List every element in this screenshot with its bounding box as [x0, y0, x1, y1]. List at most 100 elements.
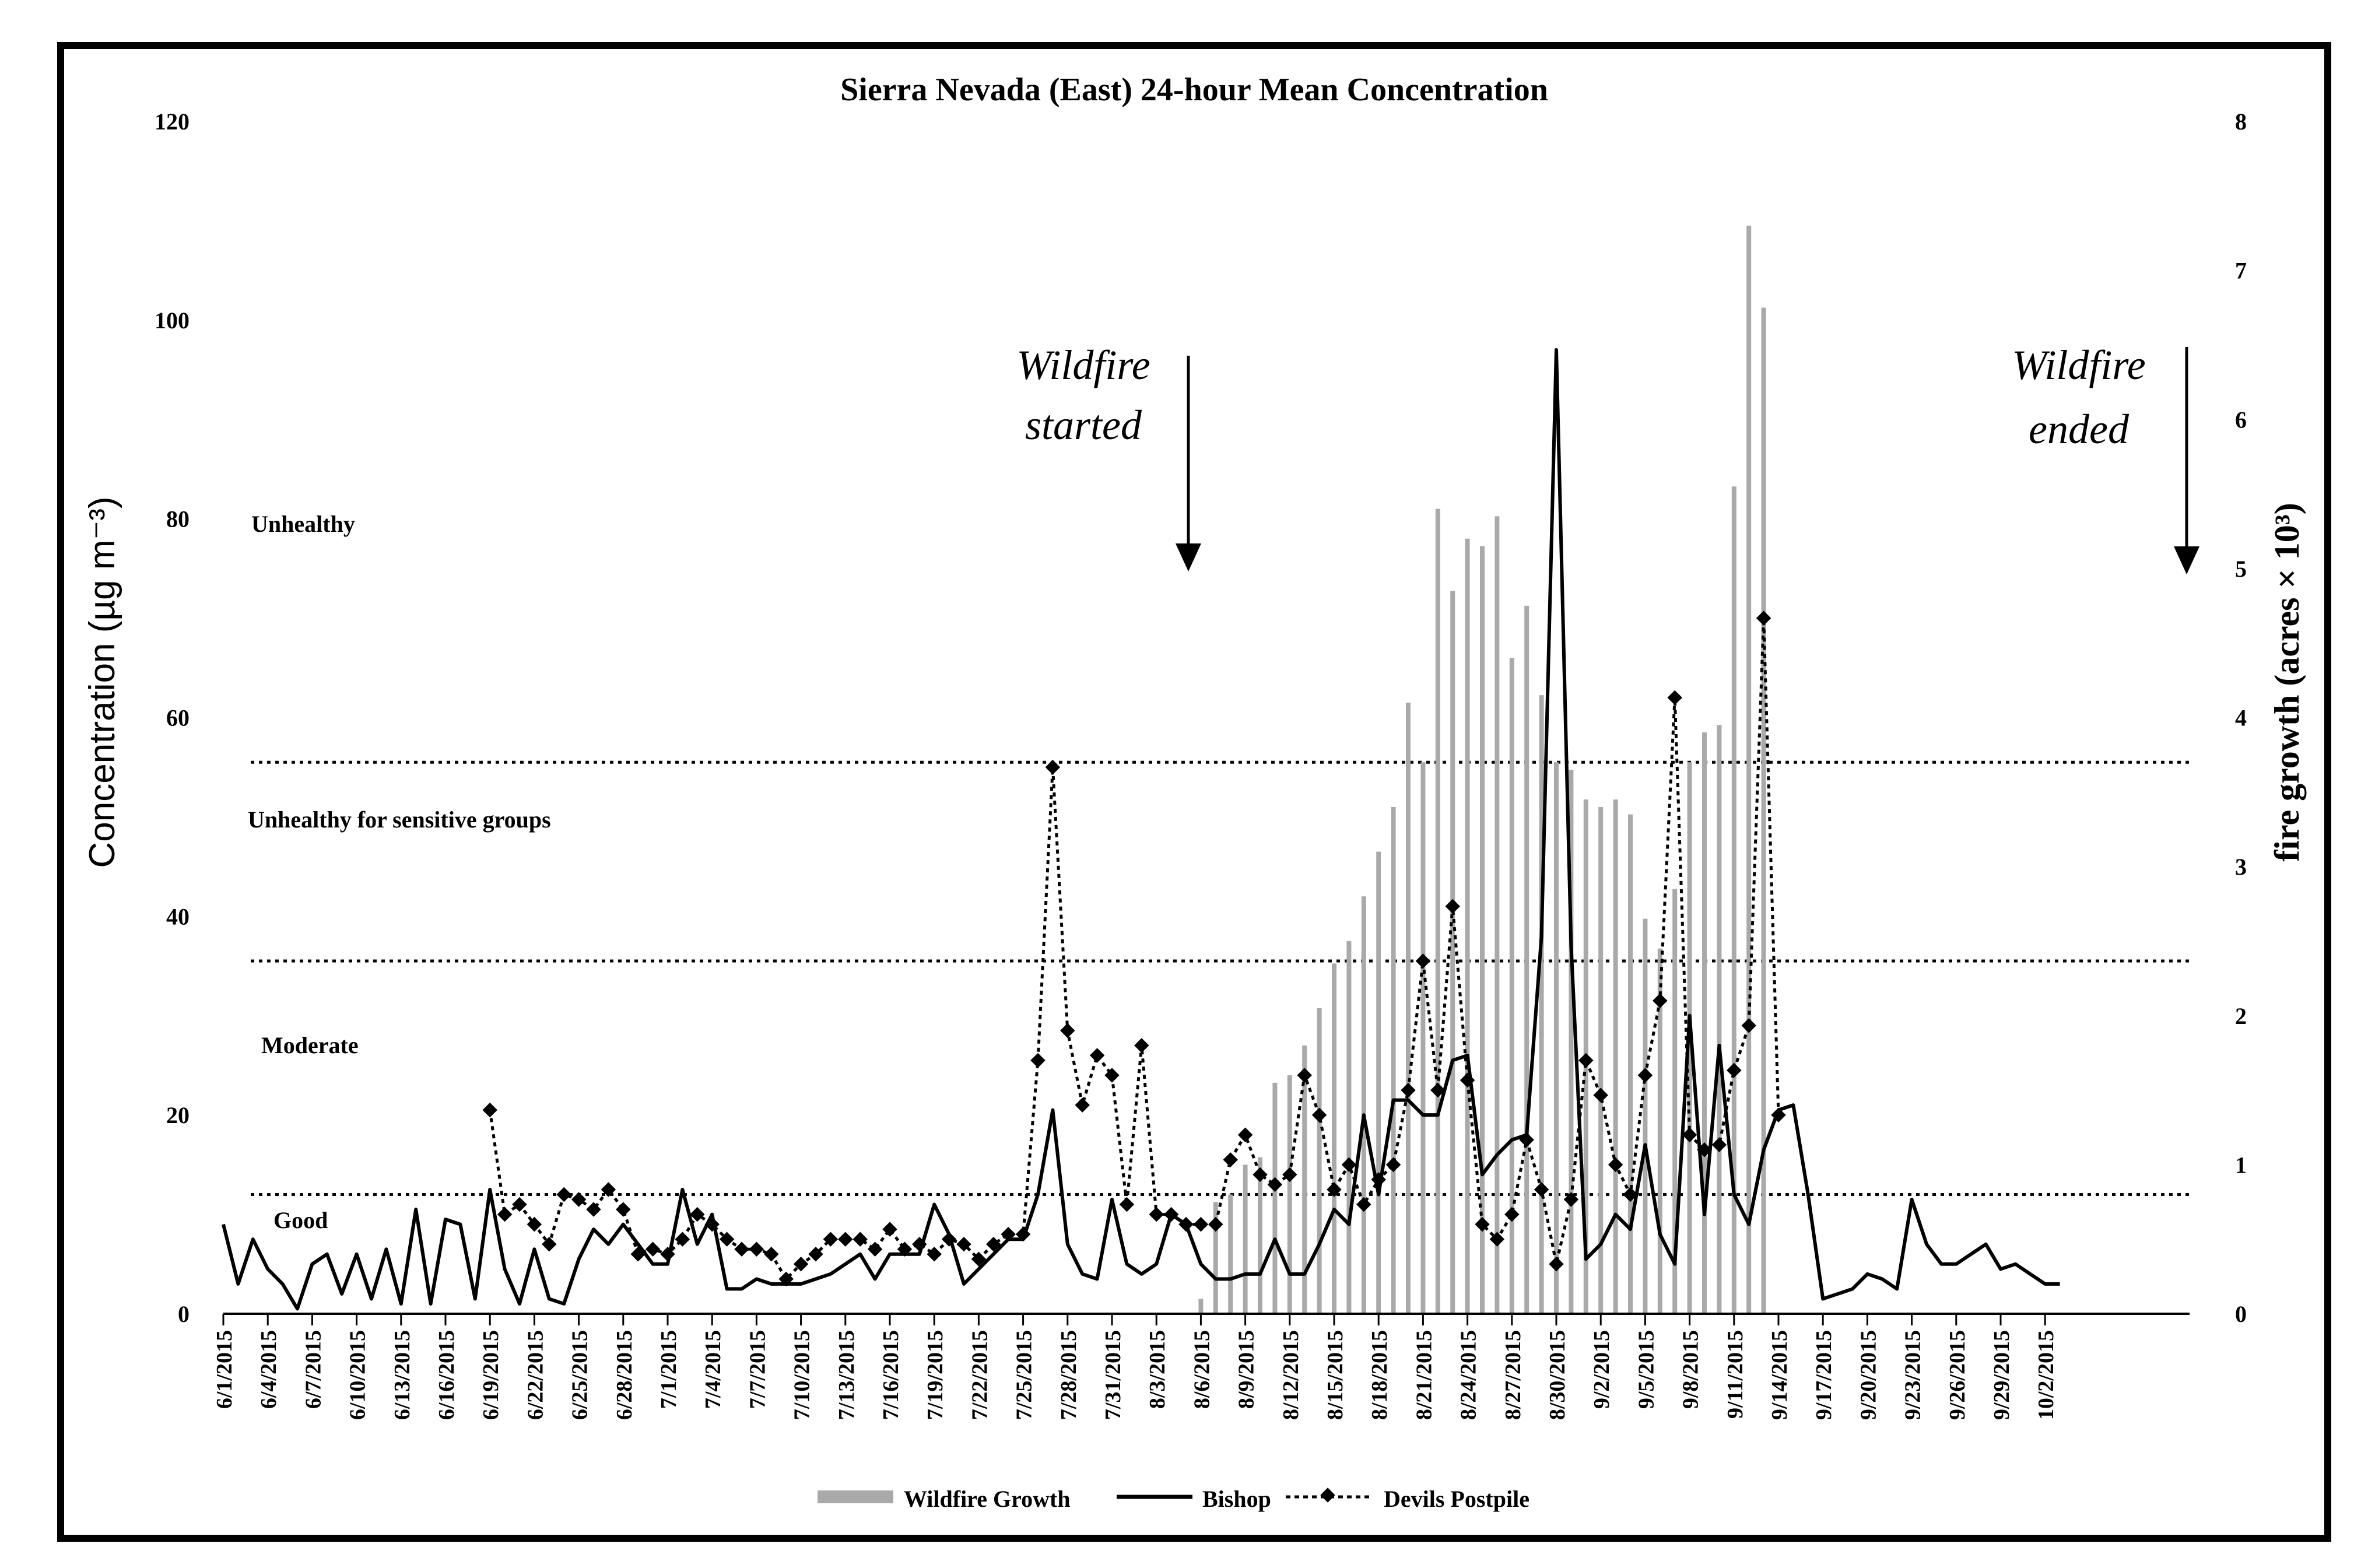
annotation-wildfire-ended-line1: Wildfire	[2012, 342, 2145, 388]
bar-wildfire-growth	[1317, 1008, 1322, 1314]
x-tick-label: 8/12/2015	[1279, 1330, 1303, 1420]
bar-wildfire-growth	[1524, 605, 1529, 1314]
legend-label-wildfire-growth: Wildfire Growth	[904, 1486, 1071, 1512]
y-tick-label: 100	[155, 307, 190, 334]
bar-wildfire-growth	[1420, 762, 1426, 1314]
x-tick-label: 7/13/2015	[834, 1330, 859, 1420]
y2-tick-label: 8	[2235, 108, 2247, 135]
bar-wildfire-growth	[1435, 508, 1440, 1314]
x-tick-label: 6/22/2015	[523, 1330, 548, 1420]
x-tick-label: 6/7/2015	[301, 1330, 325, 1409]
bar-wildfire-growth	[1539, 695, 1544, 1314]
bar-wildfire-growth	[1657, 948, 1662, 1314]
x-tick-label: 9/29/2015	[1990, 1330, 2014, 1420]
x-tick-label: 7/10/2015	[790, 1330, 815, 1420]
x-tick-label: 9/14/2015	[1767, 1330, 1792, 1420]
line-devils-postpile	[488, 616, 1780, 1281]
legend: Wildfire Growth Bishop Devils Postpile	[818, 1486, 1529, 1512]
y-axis-right-tick-labels: 0 1 2 3 4 5 6 7 8	[2235, 108, 2247, 1327]
x-axis-tick-labels: 6/1/2015 6/4/2015 6/7/2015 6/10/2015 6/13/20…	[212, 1330, 2058, 1420]
x-tick-label: 6/13/2015	[390, 1330, 415, 1420]
annotation-arrow-head	[2174, 546, 2199, 574]
marker-devils-postpile	[1489, 1232, 1505, 1247]
x-tick-label: 7/1/2015	[657, 1330, 681, 1409]
bar-wildfire-growth	[1198, 1299, 1204, 1314]
line-bishop	[222, 348, 2060, 1311]
x-tick-label: 9/23/2015	[1901, 1330, 1925, 1420]
x-tick-label: 9/17/2015	[1812, 1330, 1836, 1420]
bar-wildfire-growth	[1376, 851, 1381, 1314]
chart-title: Sierra Nevada (East) 24-hour Mean Concen…	[840, 72, 1548, 108]
x-tick-label: 7/19/2015	[923, 1330, 948, 1420]
x-tick-label: 7/28/2015	[1057, 1330, 1081, 1420]
x-tick-label: 7/4/2015	[701, 1330, 725, 1409]
y-axis-left-title: Concentration (µg m⁻³)	[82, 497, 122, 868]
y2-tick-label: 3	[2235, 854, 2247, 880]
bar-wildfire-growth	[1287, 1075, 1292, 1314]
bar-wildfire-growth	[1643, 918, 1648, 1314]
bar-wildfire-growth	[1598, 806, 1604, 1314]
y2-tick-label: 1	[2235, 1152, 2247, 1178]
legend-label-devils-postpile: Devils Postpile	[1384, 1486, 1529, 1512]
y-tick-label: 40	[166, 903, 190, 929]
legend-marker-devils-postpile	[1320, 1488, 1335, 1503]
marker-devils-postpile	[1475, 1216, 1490, 1232]
x-tick-label: 8/30/2015	[1545, 1330, 1570, 1420]
x-tick-label: 8/21/2015	[1412, 1330, 1436, 1420]
bar-wildfire-growth	[1361, 896, 1366, 1314]
x-tick-label: 7/16/2015	[879, 1330, 903, 1420]
y2-tick-label: 2	[2235, 1003, 2247, 1029]
threshold-label-good: Good	[273, 1207, 328, 1233]
bar-wildfire-growth	[1332, 963, 1336, 1314]
marker-devils-postpile	[1208, 1216, 1223, 1232]
x-tick-label: 6/4/2015	[257, 1330, 281, 1409]
bar-wildfire-growth	[1613, 799, 1618, 1314]
threshold-label-moderate: Moderate	[261, 1032, 359, 1058]
bar-wildfire-growth	[1717, 725, 1722, 1314]
y-axis-left-tick-labels: 0 20 40 60 80 100 120	[155, 108, 190, 1327]
legend-label-bishop: Bishop	[1202, 1486, 1271, 1512]
x-axis-ticks	[222, 1314, 2046, 1325]
legend-swatch-wildfire-growth	[818, 1490, 893, 1503]
x-tick-label: 6/10/2015	[346, 1330, 370, 1420]
x-tick-label: 6/1/2015	[212, 1330, 237, 1409]
bar-wildfire-growth	[1628, 814, 1633, 1314]
x-tick-label: 8/15/2015	[1323, 1330, 1348, 1420]
y2-tick-label: 4	[2235, 705, 2247, 731]
x-tick-label: 9/11/2015	[1723, 1330, 1748, 1419]
x-tick-label: 8/9/2015	[1234, 1330, 1259, 1409]
bar-wildfire-growth	[1509, 658, 1514, 1314]
bar-wildfire-growth	[1406, 702, 1411, 1314]
marker-devils-postpile	[1193, 1216, 1209, 1232]
x-tick-label: 8/18/2015	[1367, 1330, 1392, 1420]
bar-wildfire-growth	[1228, 1194, 1233, 1314]
threshold-label-unhealthy-for-sensitive-groups: Unhealthy for sensitive groups	[248, 806, 551, 833]
x-tick-label: 6/28/2015	[612, 1330, 637, 1420]
y2-tick-label: 6	[2235, 406, 2247, 433]
y-tick-label: 20	[166, 1102, 190, 1128]
x-tick-label: 8/27/2015	[1501, 1330, 1525, 1420]
x-tick-label: 7/22/2015	[967, 1330, 992, 1420]
bar-wildfire-growth	[1569, 769, 1574, 1314]
marker-devils-postpile	[1504, 1206, 1520, 1222]
bar-wildfire-growth	[1465, 538, 1470, 1314]
annotations: Wildfire started Wildfire ended	[1016, 342, 2199, 574]
bar-wildfire-growth	[1554, 762, 1559, 1314]
bar-wildfire-growth	[1702, 732, 1707, 1314]
chart-frame	[57, 42, 2331, 1542]
y-tick-label: 120	[155, 108, 190, 135]
annotation-wildfire-ended-line2: ended	[2029, 406, 2130, 452]
y-tick-label: 60	[166, 705, 190, 731]
x-tick-label: 6/25/2015	[568, 1330, 592, 1420]
bar-wildfire-growth	[1391, 806, 1396, 1314]
x-tick-label: 8/6/2015	[1190, 1330, 1214, 1409]
x-tick-label: 7/7/2015	[745, 1330, 770, 1409]
bar-wildfire-growth	[1302, 1045, 1307, 1314]
x-tick-label: 9/8/2015	[1679, 1330, 1703, 1409]
marker-devils-postpile	[1549, 1257, 1564, 1272]
x-tick-label: 7/31/2015	[1101, 1330, 1125, 1420]
x-tick-label: 9/26/2015	[1945, 1330, 1970, 1420]
y-axis-right-title: fire growth (acres × 10³)	[2268, 503, 2306, 861]
x-tick-label: 8/24/2015	[1457, 1330, 1481, 1420]
